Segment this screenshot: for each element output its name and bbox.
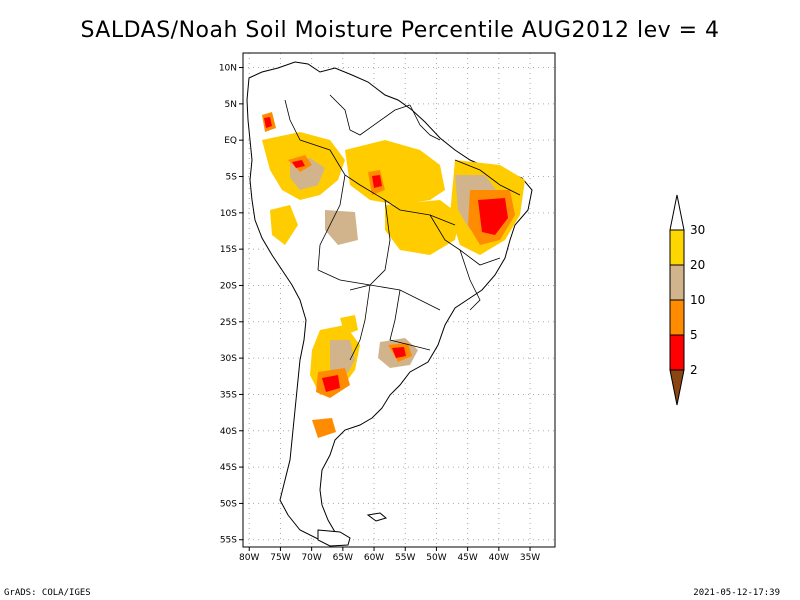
south-america-coastline bbox=[246, 61, 533, 541]
map-title: SALDAS/Noah Soil Moisture Percentile AUG… bbox=[80, 18, 720, 43]
colorbar-label: 20 bbox=[690, 258, 705, 272]
lat-tick-label: 25S bbox=[220, 318, 237, 328]
country-borders bbox=[284, 94, 521, 361]
lon-tick-label: 40W bbox=[489, 553, 509, 563]
lon-tick-label: 70W bbox=[301, 553, 321, 563]
colorbar-label: 2 bbox=[690, 363, 698, 377]
lat-tick-label: 20S bbox=[220, 281, 237, 291]
lat-tick-label: 45S bbox=[220, 463, 237, 473]
falkland-islands bbox=[366, 512, 388, 522]
lat-tick-label: 30S bbox=[220, 354, 237, 364]
longitude-labels: 80W 75W 70W 65W 60W 55W 50W 45W 40W 35W bbox=[239, 547, 540, 563]
lon-tick-label: 60W bbox=[364, 553, 384, 563]
footer-timestamp: 2021-05-12-17:39 bbox=[693, 588, 780, 598]
lat-tick-label: 35S bbox=[220, 390, 237, 400]
footer-credit: GrADS: COLA/IGES bbox=[4, 588, 91, 598]
colorbar-segment bbox=[669, 299, 685, 336]
lat-tick-label: EQ bbox=[224, 136, 237, 146]
colorbar-label: 10 bbox=[690, 293, 705, 307]
lat-tick-label: 5S bbox=[226, 173, 238, 183]
map-frame bbox=[242, 52, 556, 548]
lat-tick-label: 40S bbox=[220, 427, 237, 437]
colorbar-segment bbox=[669, 334, 685, 371]
lat-tick-label: 15S bbox=[220, 245, 237, 255]
lat-tick-label: 50S bbox=[220, 499, 237, 509]
lon-tick-label: 65W bbox=[333, 553, 353, 563]
colorbar-bottom-arrow bbox=[669, 369, 685, 406]
continent-outline bbox=[246, 61, 533, 547]
colorbar-segment bbox=[669, 264, 685, 301]
lat-tick-label: 10S bbox=[220, 209, 237, 219]
colorbar-label: 30 bbox=[690, 223, 705, 237]
lon-tick-label: 75W bbox=[270, 553, 290, 563]
lat-tick-label: 5N bbox=[225, 100, 237, 110]
colorbar: 30 20 10 5 2 bbox=[669, 194, 705, 406]
colorbar-segment bbox=[669, 229, 685, 266]
lon-tick-label: 35W bbox=[520, 553, 540, 563]
lon-tick-label: 55W bbox=[395, 553, 415, 563]
colorbar-top-arrow bbox=[669, 194, 685, 231]
lon-tick-label: 50W bbox=[426, 553, 446, 563]
lat-tick-label: 10N bbox=[219, 64, 237, 74]
latitude-labels: 10N 5N EQ 5S 10S 15S 20S 25S 30S 35S 40S 45S 50S 55S bbox=[219, 64, 243, 546]
tierra-del-fuego bbox=[317, 529, 351, 547]
lon-tick-label: 45W bbox=[457, 553, 477, 563]
lon-tick-label: 80W bbox=[239, 553, 259, 563]
lat-tick-label: 55S bbox=[220, 536, 237, 546]
percentile-patches bbox=[262, 112, 525, 438]
colorbar-label: 5 bbox=[690, 328, 698, 342]
